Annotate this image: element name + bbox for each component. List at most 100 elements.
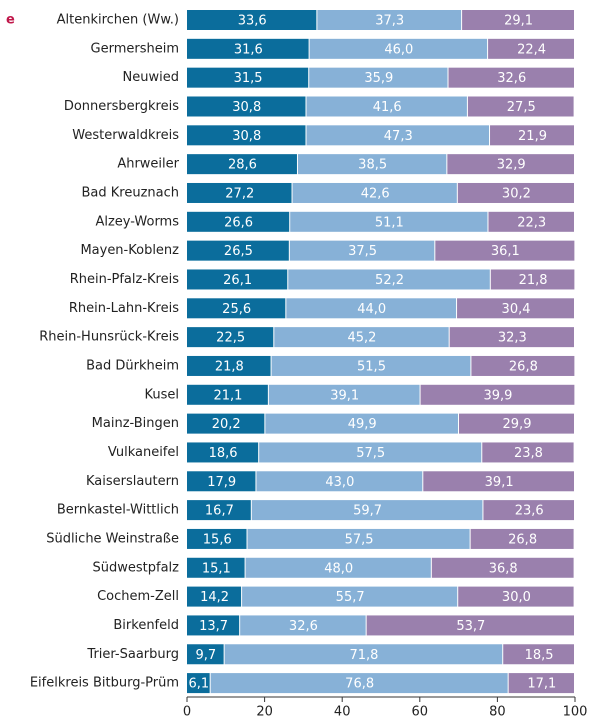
value-label: 27,5	[507, 100, 536, 115]
value-label: 29,1	[504, 14, 533, 29]
bar-segment	[187, 298, 286, 319]
value-label: 26,6	[224, 215, 253, 230]
bar-segment	[288, 269, 490, 290]
category-label: Westerwaldkreis	[72, 128, 179, 143]
category-label: Bad Dürkheim	[86, 358, 179, 373]
value-label: 39,1	[485, 475, 514, 490]
bar-segment	[274, 327, 449, 348]
value-label: 39,1	[330, 388, 359, 403]
bar-segment	[187, 154, 297, 175]
value-label: 17,1	[527, 677, 556, 692]
value-label: 36,8	[489, 561, 518, 576]
value-label: 33,6	[238, 14, 267, 29]
category-label: Cochem-Zell	[97, 589, 179, 604]
bar-segment	[187, 673, 210, 694]
bar-segment	[187, 327, 274, 348]
bar-segment	[508, 673, 574, 694]
category-label: Rhein-Hunsrück-Kreis	[39, 330, 179, 345]
x-tick-label: 100	[563, 705, 588, 720]
bar-segment	[482, 442, 574, 463]
bar-segment	[242, 586, 458, 607]
value-label: 21,8	[215, 359, 244, 374]
x-tick-label: 40	[334, 705, 351, 720]
bar-segment	[423, 471, 574, 492]
bar-segment	[265, 413, 458, 434]
bar-segment	[286, 298, 457, 319]
category-label: Germersheim	[91, 41, 179, 56]
category-label: Birkenfeld	[113, 618, 179, 633]
bar-segment	[187, 528, 247, 549]
value-label: 39,9	[484, 388, 513, 403]
bar-segment	[247, 528, 470, 549]
value-label: 20,2	[212, 417, 241, 432]
value-label: 9,7	[195, 648, 216, 663]
value-label: 31,5	[234, 71, 263, 86]
value-label: 31,6	[234, 42, 263, 57]
value-label: 36,1	[491, 244, 520, 259]
category-label: Ahrweiler	[117, 157, 179, 172]
bar-segment	[483, 500, 574, 521]
value-label: 57,5	[356, 446, 385, 461]
bar-segment	[490, 269, 575, 290]
bar-segment	[259, 442, 482, 463]
bar-segment	[187, 211, 290, 232]
value-label: 57,5	[345, 532, 374, 547]
bar-segment	[431, 557, 574, 578]
category-label: Trier-Saarburg	[86, 647, 179, 662]
category-label: Bernkastel-Wittlich	[57, 503, 179, 518]
value-label: 27,2	[225, 186, 254, 201]
bar-segment	[187, 67, 309, 88]
bar-segment	[490, 125, 574, 146]
value-label: 21,1	[213, 388, 242, 403]
value-label: 32,6	[497, 71, 526, 86]
category-label: Südwestpfalz	[93, 560, 180, 575]
bar-segment	[420, 384, 575, 405]
annotation: e	[6, 13, 15, 28]
value-label: 49,9	[348, 417, 377, 432]
bar-segment	[187, 96, 306, 117]
bar-segment	[462, 10, 574, 30]
bar-segment	[448, 67, 574, 88]
value-label: 26,8	[508, 532, 537, 547]
value-label: 26,8	[509, 359, 538, 374]
bar-segment	[187, 442, 259, 463]
value-label: 25,6	[222, 302, 251, 317]
category-label: Kusel	[145, 387, 180, 402]
bar-segment	[306, 96, 467, 117]
bar-segment	[187, 644, 224, 665]
value-label: 41,6	[373, 100, 402, 115]
value-label: 13,7	[199, 619, 228, 634]
value-label: 55,7	[336, 590, 365, 605]
value-label: 22,5	[216, 331, 245, 346]
bar-segment	[240, 615, 366, 636]
bar-segment	[224, 644, 503, 665]
x-tick-label: 20	[256, 705, 273, 720]
value-label: 46,0	[384, 42, 413, 57]
bar-segment	[245, 557, 431, 578]
bar-segment	[187, 586, 242, 607]
value-label: 32,3	[498, 331, 527, 346]
bar-segment	[187, 500, 251, 521]
bar-segment	[187, 471, 256, 492]
bar-segment	[187, 384, 268, 405]
bar-segment	[187, 125, 306, 146]
bar-segment	[457, 298, 574, 319]
bar-segment	[187, 240, 289, 261]
bar-segment	[306, 125, 490, 146]
bar-segment	[309, 67, 448, 88]
bar-segment	[271, 355, 471, 376]
value-label: 15,6	[203, 532, 232, 547]
x-tick-label: 60	[412, 705, 429, 720]
value-label: 30,0	[502, 590, 531, 605]
bar-segment	[366, 615, 574, 636]
bar-segment	[309, 38, 488, 59]
value-label: 43,0	[325, 475, 354, 490]
bar-segment	[488, 38, 574, 59]
bar-segment	[470, 528, 574, 549]
value-label: 18,6	[209, 446, 238, 461]
value-label: 6,1	[188, 677, 209, 692]
bar-segment	[187, 182, 292, 203]
bar-segment	[457, 182, 574, 203]
